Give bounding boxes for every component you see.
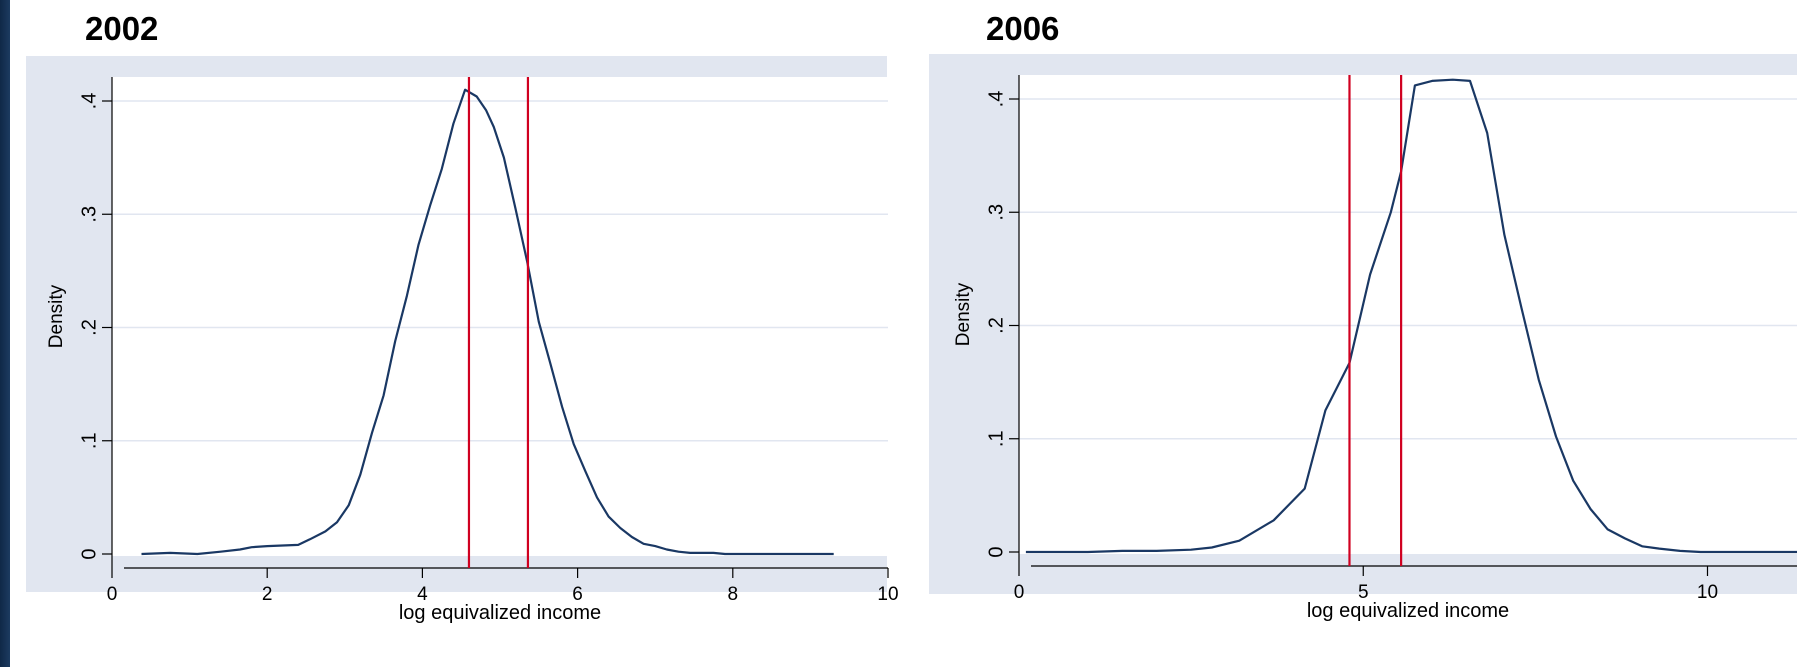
- x-tick-label: 10: [1697, 582, 1718, 603]
- y-tick-label: .2: [78, 319, 100, 336]
- plot-area: [112, 77, 888, 556]
- x-tick-label: 2: [262, 584, 273, 605]
- x-tick-label: 5: [1358, 582, 1369, 603]
- plot-area: [1019, 75, 1797, 554]
- x-tick-label: 8: [728, 584, 739, 605]
- x-tick-label: 0: [107, 584, 118, 605]
- x-axis-label: log equivalized income: [399, 602, 601, 624]
- chart-panel-2006: 0 .1 .2 .3 .4 0 5 10 log equivalized income Densi…: [929, 54, 1797, 622]
- y-axis-label: Density: [953, 282, 974, 346]
- y-tick-label: .1: [78, 432, 100, 449]
- y-tick-label: .3: [985, 204, 1007, 221]
- y-axis-label: Density: [46, 284, 67, 348]
- x-tick-label: 0: [1014, 582, 1025, 603]
- density-line: [141, 88, 834, 556]
- x-tick-label: 4: [417, 584, 428, 605]
- density-line: [1025, 78, 1797, 554]
- x-tick-label: 6: [572, 584, 583, 605]
- y-tick-label: .4: [985, 91, 1007, 108]
- y-tick-label: 0: [985, 546, 1007, 557]
- y-tick-label: 0: [78, 548, 100, 559]
- chart-title-2002: 2002: [85, 10, 159, 47]
- y-tick-label: .1: [985, 430, 1007, 447]
- chart-panel-2002: 0 .1 .2 .3 .4 0 2 4 6 8 10 log equivalized income De…: [26, 56, 899, 624]
- x-axis-label: log equivalized income: [1307, 600, 1509, 622]
- x-tick-label: 10: [877, 584, 898, 605]
- y-tick-label: .4: [78, 93, 100, 110]
- y-tick-label: .2: [985, 317, 1007, 334]
- chart-title-2006: 2006: [986, 10, 1060, 47]
- y-tick-label: .3: [78, 206, 100, 223]
